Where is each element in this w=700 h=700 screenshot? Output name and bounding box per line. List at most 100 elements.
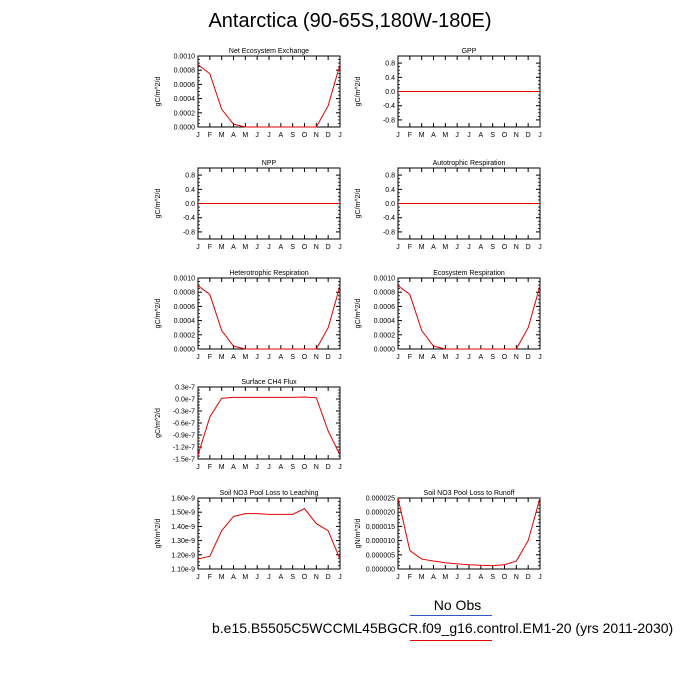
x-tick-label: J <box>196 464 200 471</box>
x-tick-label: N <box>314 244 319 251</box>
series-line <box>397 497 541 567</box>
y-tick-label: 0.8 <box>185 173 195 180</box>
x-tick-label: J <box>267 574 271 581</box>
x-tick-label: F <box>208 244 212 251</box>
x-tick-label: S <box>290 464 295 471</box>
x-tick-label: M <box>242 354 248 361</box>
x-tick-label: J <box>255 464 259 471</box>
x-tick-label: A <box>478 354 483 361</box>
x-tick-label: M <box>442 132 448 139</box>
y-tick-label: 0.0008 <box>374 290 396 297</box>
x-tick-label: J <box>267 132 271 139</box>
x-tick-label: A <box>478 574 483 581</box>
y-axis-label: gC/m^2/d <box>155 408 162 438</box>
x-tick-label: M <box>242 244 248 251</box>
legend-title: No Obs <box>433 597 482 613</box>
x-tick-label: M <box>419 132 425 139</box>
chart-title: NPP <box>262 160 277 167</box>
y-tick-label: 0.0000 <box>174 125 196 132</box>
x-tick-label: F <box>208 464 212 471</box>
x-tick-label: J <box>467 244 471 251</box>
y-tick-label: 1.60e-9 <box>171 496 195 503</box>
y-axis-label: gC/m^2/d <box>155 77 162 107</box>
x-tick-label: J <box>538 244 542 251</box>
plot-frame <box>197 55 341 128</box>
x-tick-label: J <box>338 244 342 251</box>
chart-4: Heterotrophic Respiration gC/m^2/d 0.0000 0… <box>155 270 342 361</box>
x-tick-label: J <box>196 132 200 139</box>
y-axis-label: gC/m^2/d <box>355 77 362 107</box>
x-tick-label: F <box>408 244 412 251</box>
x-tick-label: J <box>255 132 259 139</box>
x-tick-label: A <box>278 132 283 139</box>
x-tick-label: J <box>396 354 400 361</box>
x-tick-label: D <box>526 132 531 139</box>
x-tick-label: J <box>338 132 342 139</box>
x-tick-label: A <box>478 244 483 251</box>
y-tick-label: -0.8 <box>183 229 195 236</box>
x-tick-label: A <box>231 574 236 581</box>
x-tick-label: F <box>408 574 412 581</box>
y-tick-label: 0.0010 <box>374 276 396 283</box>
y-tick-label: 0.4 <box>385 75 395 82</box>
chart-title: Soil NO3 Pool Loss to Leaching <box>220 490 319 497</box>
x-tick-label: J <box>255 354 259 361</box>
x-tick-label: D <box>526 574 531 581</box>
x-tick-label: J <box>396 574 400 581</box>
x-tick-label: J <box>455 244 459 251</box>
y-tick-label: 1.50e-9 <box>171 510 195 517</box>
x-tick-label: M <box>219 464 225 471</box>
y-tick-label: 0.8 <box>385 173 395 180</box>
x-tick-label: A <box>431 574 436 581</box>
x-tick-label: M <box>219 354 225 361</box>
y-tick-label: 0.0008 <box>174 68 196 75</box>
y-axis-label: gN/m^2/d <box>355 519 362 549</box>
x-tick-label: A <box>278 354 283 361</box>
page-title: Antarctica (90-65S,180W-180E) <box>208 10 492 32</box>
series-line <box>197 508 341 560</box>
y-tick-label: 0.4 <box>185 187 195 194</box>
x-tick-label: O <box>302 464 308 471</box>
chart-6: Surface CH4 Flux gC/m^2/d -1.5e-7 -1.2e-7 -0… <box>155 379 342 471</box>
y-tick-label: -1.5e-7 <box>173 457 195 464</box>
x-tick-label: S <box>290 574 295 581</box>
y-tick-label: 0.000020 <box>366 510 395 517</box>
x-tick-label: J <box>538 574 542 581</box>
series-line <box>197 285 341 350</box>
chart-0: Net Ecosystem Exchange gC/m^2/d 0.0000 0.00… <box>155 48 342 139</box>
x-tick-label: N <box>314 464 319 471</box>
series-line <box>197 396 341 456</box>
x-tick-label: S <box>290 132 295 139</box>
x-tick-label: J <box>396 244 400 251</box>
x-tick-label: A <box>278 464 283 471</box>
y-axis-label: gC/m^2/d <box>355 299 362 329</box>
y-tick-label: 0.0000 <box>174 347 196 354</box>
y-tick-label: 0.0002 <box>374 332 396 339</box>
y-tick-label: 0.0006 <box>374 304 396 311</box>
y-tick-label: 0.8 <box>385 61 395 68</box>
x-tick-label: S <box>490 354 495 361</box>
x-tick-label: M <box>442 574 448 581</box>
y-tick-label: 0.0006 <box>174 82 196 89</box>
x-tick-label: J <box>338 354 342 361</box>
y-tick-label: 0.0 <box>185 201 195 208</box>
x-tick-label: N <box>514 574 519 581</box>
x-tick-label: O <box>502 132 508 139</box>
x-tick-label: F <box>208 132 212 139</box>
x-tick-label: A <box>231 354 236 361</box>
y-tick-label: 0.0002 <box>174 110 196 117</box>
chart-title: Ecosystem Respiration <box>433 270 505 277</box>
x-tick-label: F <box>408 354 412 361</box>
x-tick-label: S <box>490 244 495 251</box>
x-tick-label: M <box>242 574 248 581</box>
legend-title-underline <box>410 615 492 616</box>
y-tick-label: 0.000005 <box>366 552 395 559</box>
x-tick-label: M <box>219 132 225 139</box>
x-tick-label: A <box>231 244 236 251</box>
x-tick-label: M <box>442 244 448 251</box>
y-axis-label: gC/m^2/d <box>355 189 362 219</box>
chart-5: Ecosystem Respiration gC/m^2/d 0.0000 0.000… <box>355 270 542 361</box>
